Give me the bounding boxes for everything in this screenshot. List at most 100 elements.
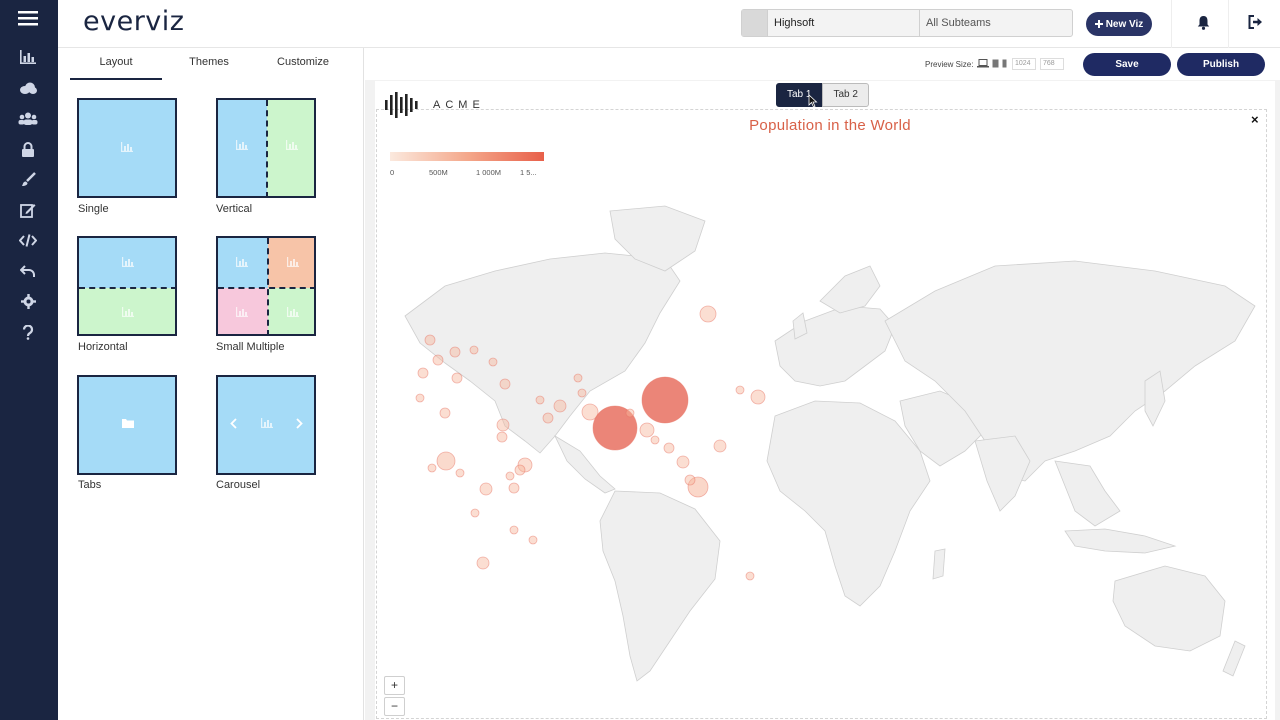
bubble-turkey[interactable]	[499, 378, 511, 390]
team-dropdown[interactable]: Highsoft	[768, 10, 920, 36]
country-north-america[interactable]	[404, 252, 681, 454]
settings-icon[interactable]	[13, 289, 43, 313]
bubble-uk[interactable]	[424, 334, 436, 346]
edit-icon[interactable]	[13, 198, 43, 222]
sign-out-icon[interactable]	[1248, 15, 1263, 34]
country-madagascar[interactable]	[932, 548, 946, 580]
bubble-uzbekistan[interactable]	[573, 373, 583, 383]
bubble-russia[interactable]	[699, 305, 717, 323]
bubble-bangladesh[interactable]	[639, 422, 655, 438]
code-icon[interactable]	[13, 228, 43, 252]
chevron-right-icon	[296, 418, 303, 429]
bubble-sudan[interactable]	[496, 431, 508, 443]
undo-icon[interactable]	[13, 259, 43, 283]
country-australia[interactable]	[1112, 565, 1226, 652]
bubble-philippines[interactable]	[713, 439, 727, 453]
bubble-germany[interactable]	[449, 346, 461, 358]
layout-horizontal[interactable]	[77, 236, 177, 336]
zoom-out-button[interactable]: −	[384, 697, 405, 716]
bubble-japan[interactable]	[750, 389, 766, 405]
country-indonesia[interactable]	[1064, 528, 1177, 554]
close-icon[interactable]: ×	[1251, 112, 1259, 127]
bubble-spain[interactable]	[417, 367, 429, 379]
bubble-south-africa[interactable]	[476, 556, 490, 570]
country-south-america[interactable]	[599, 490, 721, 682]
menu-icon[interactable]	[13, 6, 43, 30]
bubble-iraq[interactable]	[535, 395, 545, 405]
country-new-zealand[interactable]	[1222, 640, 1246, 677]
cloud-icon[interactable]	[13, 76, 43, 100]
layout-carousel[interactable]	[216, 375, 316, 475]
bell-icon[interactable]	[1197, 15, 1210, 35]
bubble-myanmar[interactable]	[650, 435, 660, 445]
bubble-korea[interactable]	[735, 385, 745, 395]
layout-small-multiple[interactable]	[216, 236, 316, 336]
preview-width-input[interactable]: 1024	[1012, 58, 1036, 70]
tab-customize[interactable]: Customize	[277, 56, 329, 68]
bubble-madagascar[interactable]	[528, 535, 538, 545]
bubble-ukraine[interactable]	[488, 357, 498, 367]
country-africa[interactable]	[766, 400, 931, 607]
bubble-algeria[interactable]	[439, 407, 451, 419]
bubble-mozambique[interactable]	[509, 525, 519, 535]
brush-icon[interactable]	[13, 167, 43, 191]
bubble-italy[interactable]	[451, 372, 463, 384]
tablet-icon[interactable]	[992, 59, 999, 68]
bubble-china[interactable]	[641, 376, 689, 424]
bubble-malaysia[interactable]	[684, 474, 696, 486]
bubble-poland[interactable]	[469, 345, 479, 355]
bubble-cameroon[interactable]	[455, 468, 465, 478]
layout-single[interactable]	[77, 98, 177, 198]
bubble-india[interactable]	[592, 405, 638, 451]
country-southeast-asia[interactable]	[1054, 460, 1121, 527]
tab-themes[interactable]: Themes	[189, 56, 229, 68]
bubble-nepal[interactable]	[625, 408, 635, 418]
bubble-indonesia[interactable]	[687, 476, 709, 498]
split-line	[267, 238, 269, 334]
subteam-dropdown[interactable]: All Subteams	[926, 17, 991, 29]
bubble-uganda[interactable]	[505, 471, 515, 481]
charts-icon[interactable]	[13, 45, 43, 69]
lock-icon[interactable]	[13, 137, 43, 161]
bubble-pakistan[interactable]	[581, 403, 599, 421]
bubble-afghanistan[interactable]	[577, 388, 587, 398]
bubble-australia[interactable]	[745, 571, 755, 581]
country-japan[interactable]	[1144, 370, 1166, 427]
everviz-logo[interactable]: everviz	[83, 6, 185, 37]
help-icon[interactable]	[13, 320, 43, 344]
bubble-egypt[interactable]	[496, 418, 510, 432]
country-central-america[interactable]	[554, 434, 616, 494]
team-icon[interactable]	[13, 106, 43, 130]
layout-tabs[interactable]	[77, 375, 177, 475]
bubble-iran[interactable]	[553, 399, 567, 413]
zoom-in-button[interactable]: +	[384, 676, 405, 695]
bubble-tanzania[interactable]	[508, 482, 520, 494]
country-greenland[interactable]	[609, 205, 706, 272]
bubble-nigeria[interactable]	[436, 451, 456, 471]
country-asia[interactable]	[884, 260, 1256, 482]
laptop-icon[interactable]	[977, 59, 989, 68]
chart-icon	[236, 140, 248, 150]
bubble-ghana[interactable]	[427, 463, 437, 473]
world-map[interactable]	[375, 81, 1275, 720]
bubble-congo[interactable]	[479, 482, 493, 496]
bubble-france[interactable]	[432, 354, 444, 366]
phone-icon[interactable]	[1002, 59, 1007, 68]
layout-vertical[interactable]	[216, 98, 316, 198]
country-scandinavia[interactable]	[819, 265, 881, 314]
new-viz-button[interactable]: New Viz	[1086, 12, 1152, 36]
bubble-kenya[interactable]	[514, 464, 526, 476]
tab-layout[interactable]: Layout	[99, 56, 133, 68]
publish-button[interactable]: Publish	[1177, 53, 1265, 76]
viz-tab-1[interactable]: Tab 1	[776, 83, 823, 107]
bubble-saudi[interactable]	[542, 412, 554, 424]
country-india[interactable]	[974, 435, 1031, 512]
preview-height-input[interactable]: 768	[1040, 58, 1064, 70]
bubble-angola[interactable]	[470, 508, 480, 518]
bubble-morocco[interactable]	[415, 393, 425, 403]
country-uk[interactable]	[792, 312, 808, 340]
bubble-vietnam[interactable]	[676, 455, 690, 469]
bubble-thailand[interactable]	[663, 442, 675, 454]
save-button[interactable]: Save	[1083, 53, 1171, 76]
viz-tab-2[interactable]: Tab 2	[822, 83, 869, 107]
